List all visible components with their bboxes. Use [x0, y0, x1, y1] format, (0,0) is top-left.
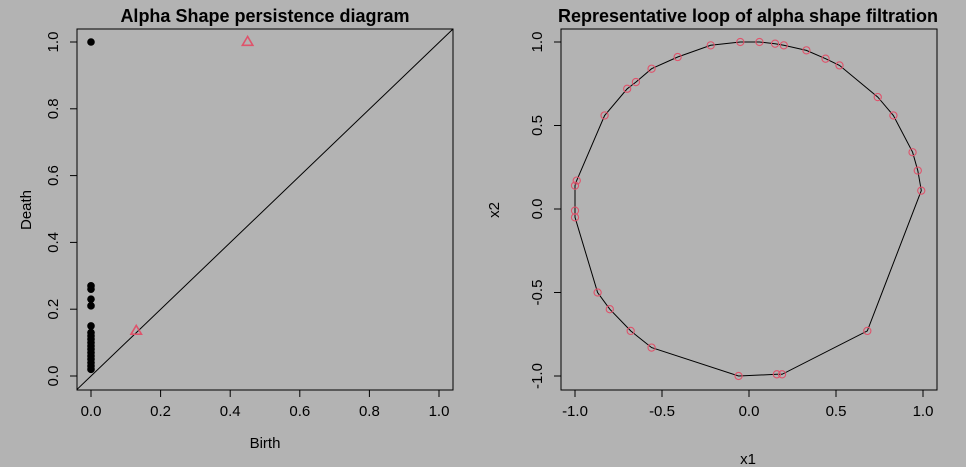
representative-loop-y-label: x2 [486, 202, 503, 218]
representative-loop-path [574, 41, 922, 377]
sample-point [908, 148, 917, 157]
sample-point [779, 41, 788, 50]
sample-point [600, 111, 609, 120]
persistence-diagram-y-tick-label: 0.2 [45, 299, 62, 320]
persistence-diagram-x-tick-label: 0.6 [289, 403, 310, 420]
diagonal-line [76, 28, 454, 390]
persistence-diagram-x-tick-label: 0.4 [220, 403, 241, 420]
representative-loop-frame [560, 28, 938, 391]
sample-point [593, 288, 602, 297]
persistence-diagram-x-tick-label: 1.0 [429, 403, 450, 420]
persistence-diagram-y-axis: 0.0 0.2 0.4 0.6 0.8 1.0 [45, 32, 78, 387]
representative-loop-x-tick-label: 0.0 [739, 403, 760, 420]
sample-point [736, 37, 745, 47]
sample-point [755, 37, 764, 47]
sample-point [570, 181, 580, 190]
sample-point [802, 46, 811, 55]
representative-loop-x-tick-label: -0.5 [649, 403, 675, 420]
persistence-diagram-panel: Alpha Shape persistence diagram Birth De… [18, 6, 454, 452]
dimension-0-point [87, 285, 95, 293]
sample-point [835, 61, 844, 70]
sample-point [631, 77, 641, 87]
persistence-diagram-y-tick-label: 0.4 [45, 232, 62, 253]
representative-loop-y-tick-label: -0.5 [529, 280, 546, 306]
representative-loop-plot-area [570, 37, 926, 381]
representative-loop-x-axis: -1.0 -0.5 0.0 0.5 1.0 [562, 389, 934, 420]
representative-loop-y-tick-label: 1.0 [529, 32, 546, 53]
sample-point [706, 41, 715, 50]
persistence-diagram-y-tick-label: 0.6 [45, 165, 62, 186]
sample-point [913, 166, 922, 175]
dimension-0-point [87, 38, 95, 46]
persistence-diagram-x-tick-label: 0.2 [150, 403, 171, 420]
sample-point [673, 52, 682, 62]
sample-point [777, 370, 787, 379]
sample-point [572, 176, 581, 185]
representative-loop-y-axis: -1.0 -0.5 0.0 0.5 1.0 [529, 32, 562, 389]
representative-loop-x-tick-label: 0.5 [826, 403, 847, 420]
sample-point [772, 370, 781, 379]
representative-loop-panel: Representative loop of alpha shape filtr… [486, 6, 938, 467]
sample-point [863, 326, 872, 336]
sample-point [770, 39, 780, 48]
sample-point [889, 111, 898, 120]
dimension-0-point [87, 302, 95, 310]
persistence-diagram-plot-area [76, 28, 454, 390]
dimension-0-point [87, 322, 95, 330]
persistence-diagram-x-axis: 0.0 0.2 0.4 0.6 0.8 1.0 [81, 389, 450, 420]
persistence-diagram-y-tick-label: 1.0 [45, 32, 62, 53]
representative-loop-title: Representative loop of alpha shape filtr… [558, 6, 938, 26]
sample-point [917, 186, 926, 195]
representative-loop-y-tick-label: 0.5 [529, 115, 546, 136]
sample-point [605, 305, 614, 314]
persistence-diagram-y-label: Death [18, 190, 35, 230]
dimension-1-point [240, 34, 255, 47]
representative-loop-y-tick-label: 0.0 [529, 199, 546, 220]
sample-point [734, 371, 743, 381]
representative-loop-x-label: x1 [740, 451, 756, 467]
sample-point [647, 64, 656, 73]
persistence-diagram-title: Alpha Shape persistence diagram [120, 6, 409, 26]
sample-point [821, 54, 830, 63]
dimension-1-point [129, 323, 143, 336]
sample-point [647, 343, 656, 352]
persistence-diagram-x-label: Birth [250, 435, 281, 452]
dimension-0-point [87, 365, 95, 374]
persistence-diagram-y-tick-label: 0.8 [45, 98, 62, 119]
sample-point [570, 213, 580, 222]
dimension-0-point [87, 295, 95, 303]
representative-loop-y-tick-label: -1.0 [529, 363, 546, 389]
persistence-diagram-y-tick-label: 0.0 [45, 366, 62, 387]
persistence-diagram-x-tick-label: 0.8 [359, 403, 380, 420]
representative-loop-x-tick-label: 1.0 [913, 403, 934, 420]
sample-point [623, 84, 632, 93]
representative-loop-x-tick-label: -1.0 [562, 403, 588, 420]
sample-point [873, 92, 882, 102]
sample-point [626, 326, 635, 336]
persistence-diagram-x-tick-label: 0.0 [81, 403, 102, 420]
